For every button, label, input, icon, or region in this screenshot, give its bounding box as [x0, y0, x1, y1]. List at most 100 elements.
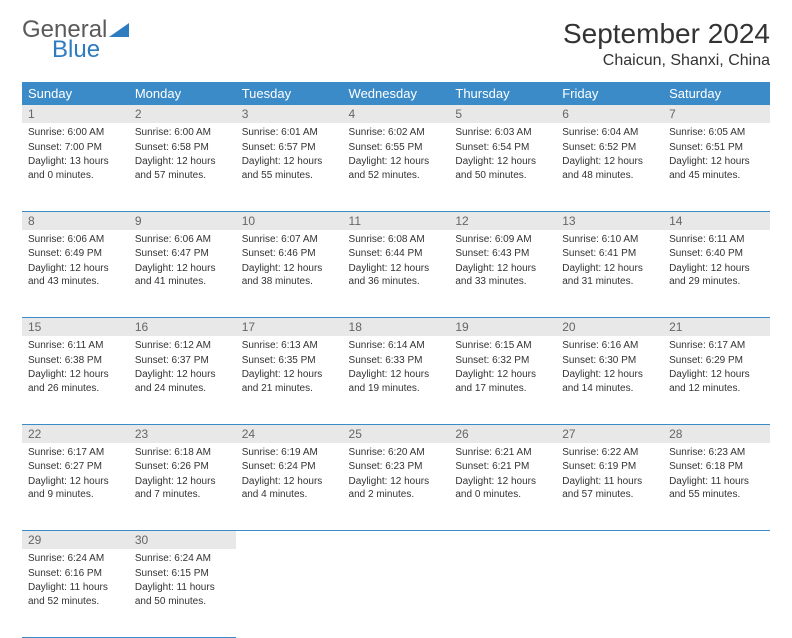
day-info: Sunrise: 6:17 AMSunset: 6:29 PMDaylight:… — [663, 336, 770, 402]
daylight-text: Daylight: 11 hours and 50 minutes. — [135, 581, 230, 608]
day-number-row: 2930 — [22, 531, 770, 550]
month-title: September 2024 — [563, 18, 770, 50]
daylight-text: Daylight: 12 hours and 55 minutes. — [242, 155, 337, 182]
sunset-text: Sunset: 6:15 PM — [135, 567, 230, 581]
day-cell: Sunrise: 6:09 AMSunset: 6:43 PMDaylight:… — [449, 230, 556, 318]
day-info: Sunrise: 6:06 AMSunset: 6:49 PMDaylight:… — [22, 230, 129, 296]
sunrise-text: Sunrise: 6:19 AM — [242, 446, 337, 460]
logo-blue-text: Blue — [52, 38, 129, 62]
day-number-row: 22232425262728 — [22, 424, 770, 443]
day-info: Sunrise: 6:20 AMSunset: 6:23 PMDaylight:… — [343, 443, 450, 509]
daylight-text: Daylight: 12 hours and 52 minutes. — [349, 155, 444, 182]
day-info: Sunrise: 6:22 AMSunset: 6:19 PMDaylight:… — [556, 443, 663, 509]
day-number-cell: 11 — [343, 211, 450, 230]
day-cell: Sunrise: 6:02 AMSunset: 6:55 PMDaylight:… — [343, 123, 450, 211]
day-cell: Sunrise: 6:24 AMSunset: 6:16 PMDaylight:… — [22, 549, 129, 637]
weekday-header-row: Sunday Monday Tuesday Wednesday Thursday… — [22, 82, 770, 105]
day-number-cell: 19 — [449, 318, 556, 337]
weekday-header: Saturday — [663, 82, 770, 105]
day-number-cell: 3 — [236, 105, 343, 123]
day-number-cell: 9 — [129, 211, 236, 230]
day-cell: Sunrise: 6:17 AMSunset: 6:29 PMDaylight:… — [663, 336, 770, 424]
sunset-text: Sunset: 6:23 PM — [349, 460, 444, 474]
sunrise-text: Sunrise: 6:15 AM — [455, 339, 550, 353]
sunset-text: Sunset: 6:51 PM — [669, 141, 764, 155]
day-cell: Sunrise: 6:10 AMSunset: 6:41 PMDaylight:… — [556, 230, 663, 318]
day-cell: Sunrise: 6:07 AMSunset: 6:46 PMDaylight:… — [236, 230, 343, 318]
sunrise-text: Sunrise: 6:05 AM — [669, 126, 764, 140]
day-number-cell: 23 — [129, 424, 236, 443]
day-number-cell: 24 — [236, 424, 343, 443]
sunrise-text: Sunrise: 6:21 AM — [455, 446, 550, 460]
day-info: Sunrise: 6:19 AMSunset: 6:24 PMDaylight:… — [236, 443, 343, 509]
sunrise-text: Sunrise: 6:22 AM — [562, 446, 657, 460]
sunrise-text: Sunrise: 6:09 AM — [455, 233, 550, 247]
sunset-text: Sunset: 6:26 PM — [135, 460, 230, 474]
day-content-row: Sunrise: 6:00 AMSunset: 7:00 PMDaylight:… — [22, 123, 770, 211]
day-number-cell — [449, 531, 556, 550]
daylight-text: Daylight: 12 hours and 41 minutes. — [135, 262, 230, 289]
sunrise-text: Sunrise: 6:08 AM — [349, 233, 444, 247]
sunrise-text: Sunrise: 6:11 AM — [669, 233, 764, 247]
daylight-text: Daylight: 12 hours and 0 minutes. — [455, 475, 550, 502]
sunrise-text: Sunrise: 6:24 AM — [28, 552, 123, 566]
sunset-text: Sunset: 6:46 PM — [242, 247, 337, 261]
day-info: Sunrise: 6:03 AMSunset: 6:54 PMDaylight:… — [449, 123, 556, 189]
weekday-header: Tuesday — [236, 82, 343, 105]
daylight-text: Daylight: 12 hours and 9 minutes. — [28, 475, 123, 502]
day-cell — [449, 549, 556, 637]
day-cell: Sunrise: 6:00 AMSunset: 7:00 PMDaylight:… — [22, 123, 129, 211]
weekday-header: Thursday — [449, 82, 556, 105]
day-cell: Sunrise: 6:24 AMSunset: 6:15 PMDaylight:… — [129, 549, 236, 637]
day-info: Sunrise: 6:15 AMSunset: 6:32 PMDaylight:… — [449, 336, 556, 402]
daylight-text: Daylight: 12 hours and 38 minutes. — [242, 262, 337, 289]
daylight-text: Daylight: 12 hours and 43 minutes. — [28, 262, 123, 289]
daylight-text: Daylight: 13 hours and 0 minutes. — [28, 155, 123, 182]
sunrise-text: Sunrise: 6:12 AM — [135, 339, 230, 353]
day-content-row: Sunrise: 6:06 AMSunset: 6:49 PMDaylight:… — [22, 230, 770, 318]
sunrise-text: Sunrise: 6:06 AM — [135, 233, 230, 247]
location-text: Chaicun, Shanxi, China — [563, 52, 770, 70]
day-cell: Sunrise: 6:23 AMSunset: 6:18 PMDaylight:… — [663, 443, 770, 531]
day-number-cell — [343, 531, 450, 550]
day-info: Sunrise: 6:06 AMSunset: 6:47 PMDaylight:… — [129, 230, 236, 296]
day-info: Sunrise: 6:07 AMSunset: 6:46 PMDaylight:… — [236, 230, 343, 296]
day-info: Sunrise: 6:01 AMSunset: 6:57 PMDaylight:… — [236, 123, 343, 189]
sunrise-text: Sunrise: 6:17 AM — [28, 446, 123, 460]
sunrise-text: Sunrise: 6:16 AM — [562, 339, 657, 353]
sunrise-text: Sunrise: 6:10 AM — [562, 233, 657, 247]
sunset-text: Sunset: 6:16 PM — [28, 567, 123, 581]
sunset-text: Sunset: 6:43 PM — [455, 247, 550, 261]
day-number-row: 15161718192021 — [22, 318, 770, 337]
header: General Blue September 2024 Chaicun, Sha… — [22, 18, 770, 70]
daylight-text: Daylight: 12 hours and 33 minutes. — [455, 262, 550, 289]
sunset-text: Sunset: 6:38 PM — [28, 354, 123, 368]
day-number-cell: 21 — [663, 318, 770, 337]
sunset-text: Sunset: 6:37 PM — [135, 354, 230, 368]
day-number-cell — [663, 531, 770, 550]
weekday-header: Friday — [556, 82, 663, 105]
day-number-cell: 17 — [236, 318, 343, 337]
day-cell: Sunrise: 6:12 AMSunset: 6:37 PMDaylight:… — [129, 336, 236, 424]
day-cell: Sunrise: 6:08 AMSunset: 6:44 PMDaylight:… — [343, 230, 450, 318]
day-cell: Sunrise: 6:14 AMSunset: 6:33 PMDaylight:… — [343, 336, 450, 424]
day-cell: Sunrise: 6:11 AMSunset: 6:40 PMDaylight:… — [663, 230, 770, 318]
daylight-text: Daylight: 12 hours and 14 minutes. — [562, 368, 657, 395]
day-number-cell: 1 — [22, 105, 129, 123]
day-info: Sunrise: 6:00 AMSunset: 6:58 PMDaylight:… — [129, 123, 236, 189]
daylight-text: Daylight: 12 hours and 48 minutes. — [562, 155, 657, 182]
day-number-cell: 12 — [449, 211, 556, 230]
day-number-cell: 7 — [663, 105, 770, 123]
day-content-row: Sunrise: 6:17 AMSunset: 6:27 PMDaylight:… — [22, 443, 770, 531]
day-cell: Sunrise: 6:00 AMSunset: 6:58 PMDaylight:… — [129, 123, 236, 211]
daylight-text: Daylight: 12 hours and 57 minutes. — [135, 155, 230, 182]
weekday-header: Sunday — [22, 82, 129, 105]
day-number-cell: 25 — [343, 424, 450, 443]
day-cell: Sunrise: 6:11 AMSunset: 6:38 PMDaylight:… — [22, 336, 129, 424]
day-number-row: 1234567 — [22, 105, 770, 123]
sunset-text: Sunset: 6:41 PM — [562, 247, 657, 261]
daylight-text: Daylight: 12 hours and 4 minutes. — [242, 475, 337, 502]
day-cell: Sunrise: 6:22 AMSunset: 6:19 PMDaylight:… — [556, 443, 663, 531]
sunset-text: Sunset: 6:24 PM — [242, 460, 337, 474]
sunrise-text: Sunrise: 6:02 AM — [349, 126, 444, 140]
